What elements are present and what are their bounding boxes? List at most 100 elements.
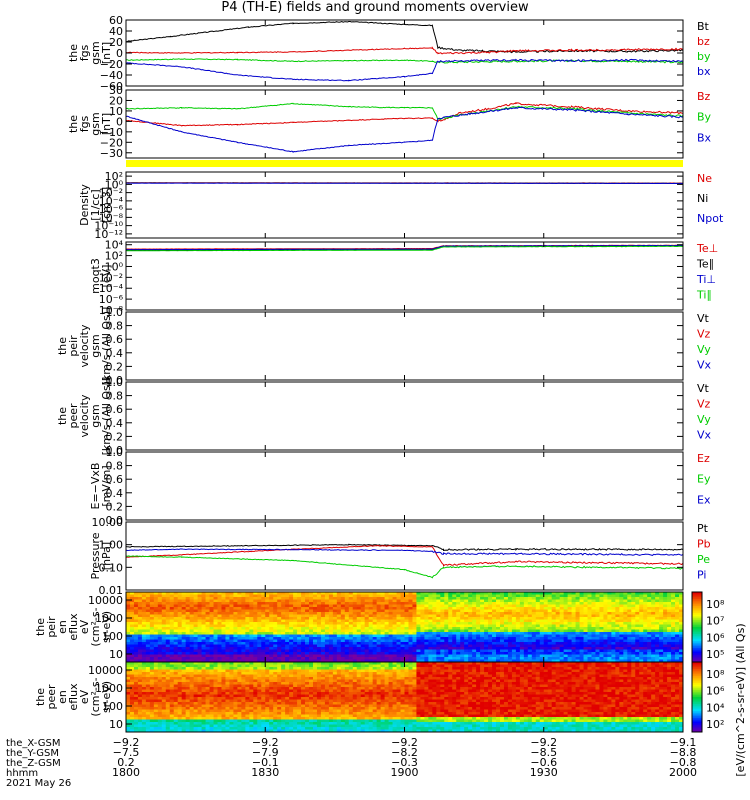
heatmap-cell [225,649,230,653]
heatmap-cell [153,649,159,653]
ytick-label: 0 [116,115,123,128]
heatmap-cell [472,652,477,655]
heatmap-cell [133,689,139,693]
heatmap-cell [492,639,497,643]
ytick-label: −30 [100,147,123,160]
heatmap-cell [468,637,473,640]
heatmap-cell [615,652,620,655]
heatmap-cell [571,594,576,598]
heatmap-cell [145,682,151,685]
heatmap-cell [635,622,640,625]
heatmap-cell [384,647,389,650]
heatmap-cell [157,714,163,718]
heatmap-cell [348,614,354,618]
heatmap-cell [173,637,179,640]
heatmap-cell [293,602,298,605]
heatmap-cell [193,649,199,653]
heatmap-cell [551,612,557,615]
heatmap-cell [635,627,640,630]
heatmap-cell [623,657,628,660]
heatmap-cell [456,644,461,648]
heatmap-cell [133,604,139,608]
heatmap-cell [488,649,493,653]
heatmap-cell [396,629,401,633]
heatmap-cell [141,602,147,605]
heatmap-cell [249,657,254,660]
heatmap-cell [603,632,608,635]
heatmap-cell [157,684,163,688]
heatmap-cell [492,627,497,630]
heatmap-cell [591,629,596,633]
heatmap-cell [301,599,306,603]
heatmap-cell [671,652,676,655]
heatmap-cell [189,649,195,653]
heatmap-cell [209,682,214,685]
heatmap-cell [667,632,672,635]
heatmap-cell [480,649,485,653]
heatmap-cell [587,622,592,625]
heatmap-cell [209,717,214,720]
heatmap-cell [499,617,505,620]
heatmap-cell [261,637,266,640]
heatmap-cell [352,639,358,643]
heatmap-cell [289,609,294,613]
heatmap-cell [193,622,199,625]
heatmap-cell [503,634,509,638]
ylabel-line: the [56,337,69,355]
heatmap-cell [193,709,199,713]
heatmap-cell [344,627,350,630]
heatmap-cell [396,654,401,658]
heatmap-cell [145,662,151,665]
heatmap-cell [189,637,195,640]
heatmap-cell [651,617,656,620]
heatmap-cell [599,637,604,640]
heatmap-cell [309,629,314,633]
heatmap-cell [384,602,389,605]
heatmap-cell [320,649,326,653]
heatmap-cell [133,697,139,700]
heatmap-cell [265,657,270,660]
heatmap-cell [523,607,529,610]
legend-Vt: Vt [697,382,710,395]
heatmap-cell [364,604,370,608]
heatmap-cell [639,637,644,640]
heatmap-cell [559,614,565,618]
heatmap-cell [149,667,155,670]
ytick-label: 10⁻⁶ [99,203,124,216]
heatmap-cell [253,659,258,663]
heatmap-cell [432,594,437,598]
heatmap-cell [193,602,199,605]
heatmap-cell [484,617,489,620]
heatmap-cell [408,614,413,618]
heatmap-cell [149,729,155,733]
heatmap-cell [523,599,529,603]
heatmap-cell [607,622,612,625]
heatmap-cell [655,594,660,598]
heatmap-cell [281,657,286,660]
heatmap-cell [193,669,199,673]
heatmap-cell [229,624,234,628]
ylabel-line: the [67,115,80,133]
heatmap-cell [639,632,644,635]
heatmap-cell [575,649,580,653]
heatmap-cell [165,597,171,600]
heatmap-cell [209,699,214,703]
heatmap-cell [173,672,179,675]
heatmap-cell [659,614,664,618]
heatmap-cell [579,592,584,595]
heatmap-cell [217,662,222,665]
heatmap-cell [404,629,409,633]
heatmap-cell [444,622,449,625]
heatmap-cell [161,594,167,598]
heatmap-cell [611,604,616,608]
heatmap-cell [396,594,401,598]
heatmap-cell [380,594,386,598]
colorbar-cell [692,644,702,647]
heatmap-cell [420,627,425,630]
heatmap-cell [221,594,226,598]
heatmap-cell [515,597,521,600]
heatmap-cell [348,659,354,663]
heatmap-cell [293,604,298,608]
heatmap-cell [619,614,624,618]
heatmap-cell [368,634,374,638]
